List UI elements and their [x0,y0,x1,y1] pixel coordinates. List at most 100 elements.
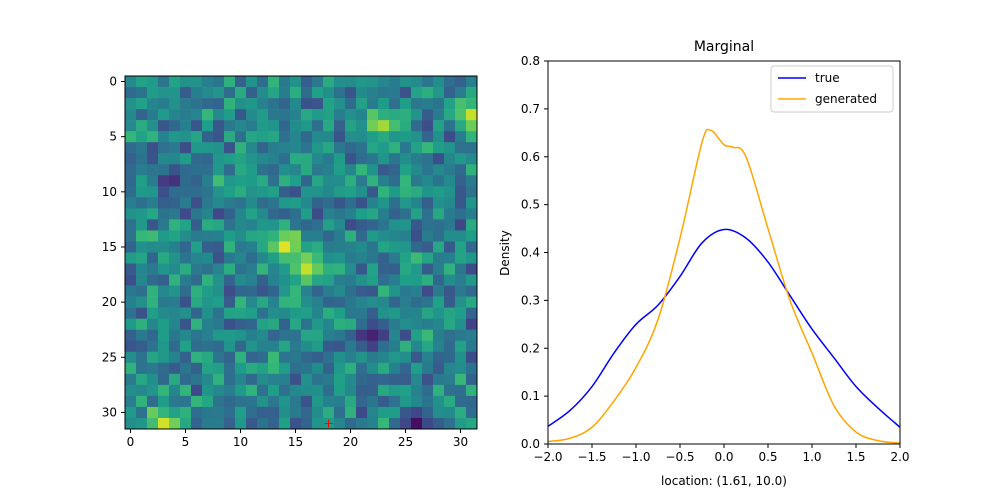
heatmap-cell [411,120,423,132]
heatmap-cell [169,340,181,353]
heatmap-cell [213,263,225,275]
heatmap-cell [389,406,401,419]
heatmap-cell [389,142,401,154]
heatmap-cell [422,175,434,187]
heatmap-cell [455,186,467,198]
heatmap-cell [433,142,445,154]
heatmap-cell [202,307,214,319]
heatmap-cell [268,131,280,143]
heatmap-cell [323,142,335,154]
heatmap-cell [125,131,137,143]
heatmap-cell [345,164,357,176]
heatmap-cell [147,109,159,121]
heatmap-cell [378,384,390,397]
heatmap-cell [213,76,225,88]
heatmap-cell [466,362,478,375]
heatmap-cell [367,274,379,286]
heatmap-cell [312,307,324,319]
heatmap-cell [169,142,181,154]
heatmap-cell [180,98,192,110]
heatmap-cell [323,384,335,397]
heatmap-cell [125,252,137,264]
heatmap-cell [444,318,456,331]
heatmap-cell [235,241,247,253]
heatmap-cell [444,263,456,275]
heatmap-cell [367,230,379,242]
heatmap-cell [191,285,203,297]
heatmap-cell [180,340,192,353]
heatmap-cell [334,417,346,430]
heatmap-cell [433,373,445,386]
heatmap-cell [301,109,313,121]
heatmap-cell [246,395,258,408]
heatmap-cell [213,120,225,132]
heatmap-cell [433,329,445,342]
heatmap-cell [169,241,181,253]
heatmap-cell [378,153,390,165]
heatmap-cell [356,197,368,209]
heatmap-cell [169,417,181,430]
heatmap-cell [268,417,280,430]
heatmap-cell [433,395,445,408]
line-x-tick-label: −2.0 [533,450,562,464]
heatmap-cell [158,417,170,430]
heatmap-cell [235,186,247,198]
heatmap-cell [400,186,412,198]
heatmap-cell [125,153,137,165]
line-panel: Marginal −2.0 −1.5 −1.0 −0.5 0.0 0.5 1.0 1.5 2.0… [498,39,910,488]
heatmap-cell [213,384,225,397]
heatmap-cell [422,241,434,253]
heatmap-cell [444,340,456,353]
heatmap-cell [411,351,423,364]
heatmap-cell [169,351,181,364]
heatmap-cell [389,417,401,430]
heatmap-cell [411,340,423,353]
heatmap-cell [466,395,478,408]
heatmap-cell [257,296,269,308]
heatmap-cell [224,263,236,275]
heatmap-cell [125,340,137,353]
heatmap-cell [356,241,368,253]
heatmap-cell [158,318,170,331]
heatmap-cell [433,362,445,375]
heatmap-cell [433,109,445,121]
heatmap-cell [158,263,170,275]
heatmap-cell [147,362,159,375]
heatmap-cell [257,329,269,342]
heatmap-cell [455,98,467,110]
line-x-ticks: −2.0 −1.5 −1.0 −0.5 0.0 0.5 1.0 1.5 2.0 [533,444,910,464]
heatmap-cell [180,263,192,275]
heatmap-cell [400,208,412,220]
heatmap-cell [389,120,401,132]
heatmap-cell [323,131,335,143]
heatmap-cell [400,395,412,408]
heatmap-cell [268,208,280,220]
heatmap-cell [169,131,181,143]
heatmap-cell [268,362,280,375]
heatmap-cell [257,351,269,364]
heatmap-cell [301,252,313,264]
heatmap-cell [367,252,379,264]
heatmap-cell [455,340,467,353]
heatmap-cell [400,285,412,297]
heatmap-cell [191,296,203,308]
heatmap-cell [191,362,203,375]
heatmap-cell [191,76,203,88]
heatmap-cell [422,285,434,297]
heatmap-cell [367,263,379,275]
heatmap-cell [444,120,456,132]
heatmap-cell [312,87,324,99]
heatmap-cell [191,340,203,353]
heatmap-cell [202,373,214,386]
heatmap-cell [191,164,203,176]
heatmap-cell [125,417,137,430]
heatmap-cell [235,351,247,364]
heatmap-cell [400,109,412,121]
heatmap-cell [213,98,225,110]
heatmap-cell [433,230,445,242]
heatmap-cell [290,142,302,154]
heatmap-cell [213,153,225,165]
heatmap-cell [378,175,390,187]
heatmap-cell [433,76,445,88]
heatmap-cell [356,263,368,275]
